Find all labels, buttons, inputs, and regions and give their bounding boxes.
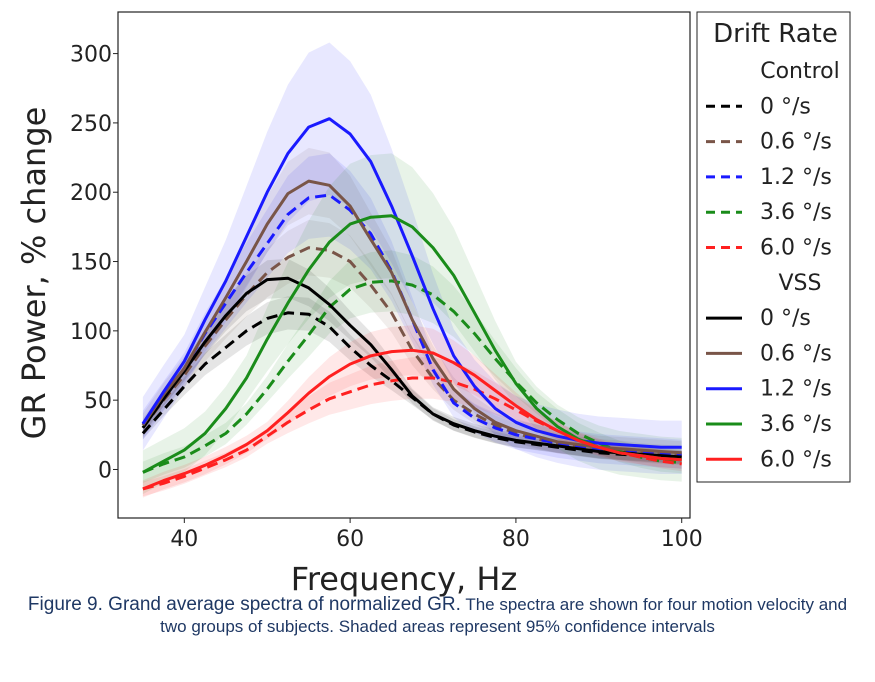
y-tick-label: 0 (98, 458, 112, 483)
series-line-vss-7 (141, 117, 682, 449)
ci-band-vss-9 (142, 325, 682, 498)
confidence-bands (142, 42, 682, 498)
legend: Drift Rate Control 0 °/s 0.6 °/s 1.2 °/s 3.6… (696, 11, 851, 483)
figure-caption: Figure 9. Grand average spectra of norma… (20, 594, 855, 638)
y-tick-label: 50 (84, 389, 112, 414)
y-ticks: 0 50 100 150 200 250 300 (70, 43, 118, 483)
legend-entry-label: 3.6 °/s (760, 200, 832, 225)
x-ticks: 40 60 80 100 (170, 518, 703, 552)
y-tick-label: 250 (70, 112, 112, 137)
legend-entry-label: 0 °/s (760, 306, 811, 331)
caption-rest: The spectra are shown for four motion ve… (160, 595, 848, 636)
y-tick-label: 300 (70, 43, 112, 68)
caption-lead: Figure 9. Grand average spectra of norma… (27, 594, 461, 615)
legend-entry-label: 3.6 °/s (760, 412, 832, 437)
series-line-control-2 (141, 193, 682, 456)
legend-entry-label: 1.2 °/s (760, 377, 832, 402)
y-tick-label: 100 (70, 320, 112, 345)
y-tick-label: 150 (70, 251, 112, 276)
legend-entry-label: 0.6 °/s (760, 341, 832, 366)
x-tick-label: 40 (170, 527, 198, 552)
legend-entry-label: 0 °/s (760, 94, 811, 119)
chart: 40 60 80 100 0 50 100 150 200 250 300 Frequency, … (15, 11, 851, 598)
y-tick-label: 200 (70, 181, 112, 206)
ci-band-control-2 (142, 153, 682, 469)
plot-frame (117, 11, 691, 519)
x-tick-label: 100 (661, 527, 703, 552)
series-line-vss-9 (142, 348, 682, 491)
x-tick-label: 60 (336, 527, 364, 552)
legend-group-label: VSS (779, 271, 822, 296)
y-axis-label: GR Power, % change (15, 107, 53, 440)
series-line-vss-5 (141, 276, 682, 459)
legend-title: Drift Rate (713, 19, 838, 49)
series-lines (141, 117, 682, 491)
ci-band-control-1 (142, 219, 682, 466)
legend-entry-label: 0.6 °/s (760, 130, 832, 155)
ci-band-control-3 (142, 250, 682, 483)
legend-group-label: Control (760, 59, 840, 84)
ci-band-control-4 (142, 357, 682, 497)
legend-entry-label: 6.0 °/s (760, 447, 832, 472)
ci-band-vss-8 (142, 153, 682, 495)
x-tick-label: 80 (502, 527, 530, 552)
series-line-control-3 (142, 279, 682, 474)
legend-entry-label: 6.0 °/s (760, 236, 832, 261)
legend-entry-label: 1.2 °/s (760, 165, 832, 190)
series-line-control-4 (142, 376, 682, 491)
x-axis-label: Frequency, Hz (291, 560, 518, 598)
